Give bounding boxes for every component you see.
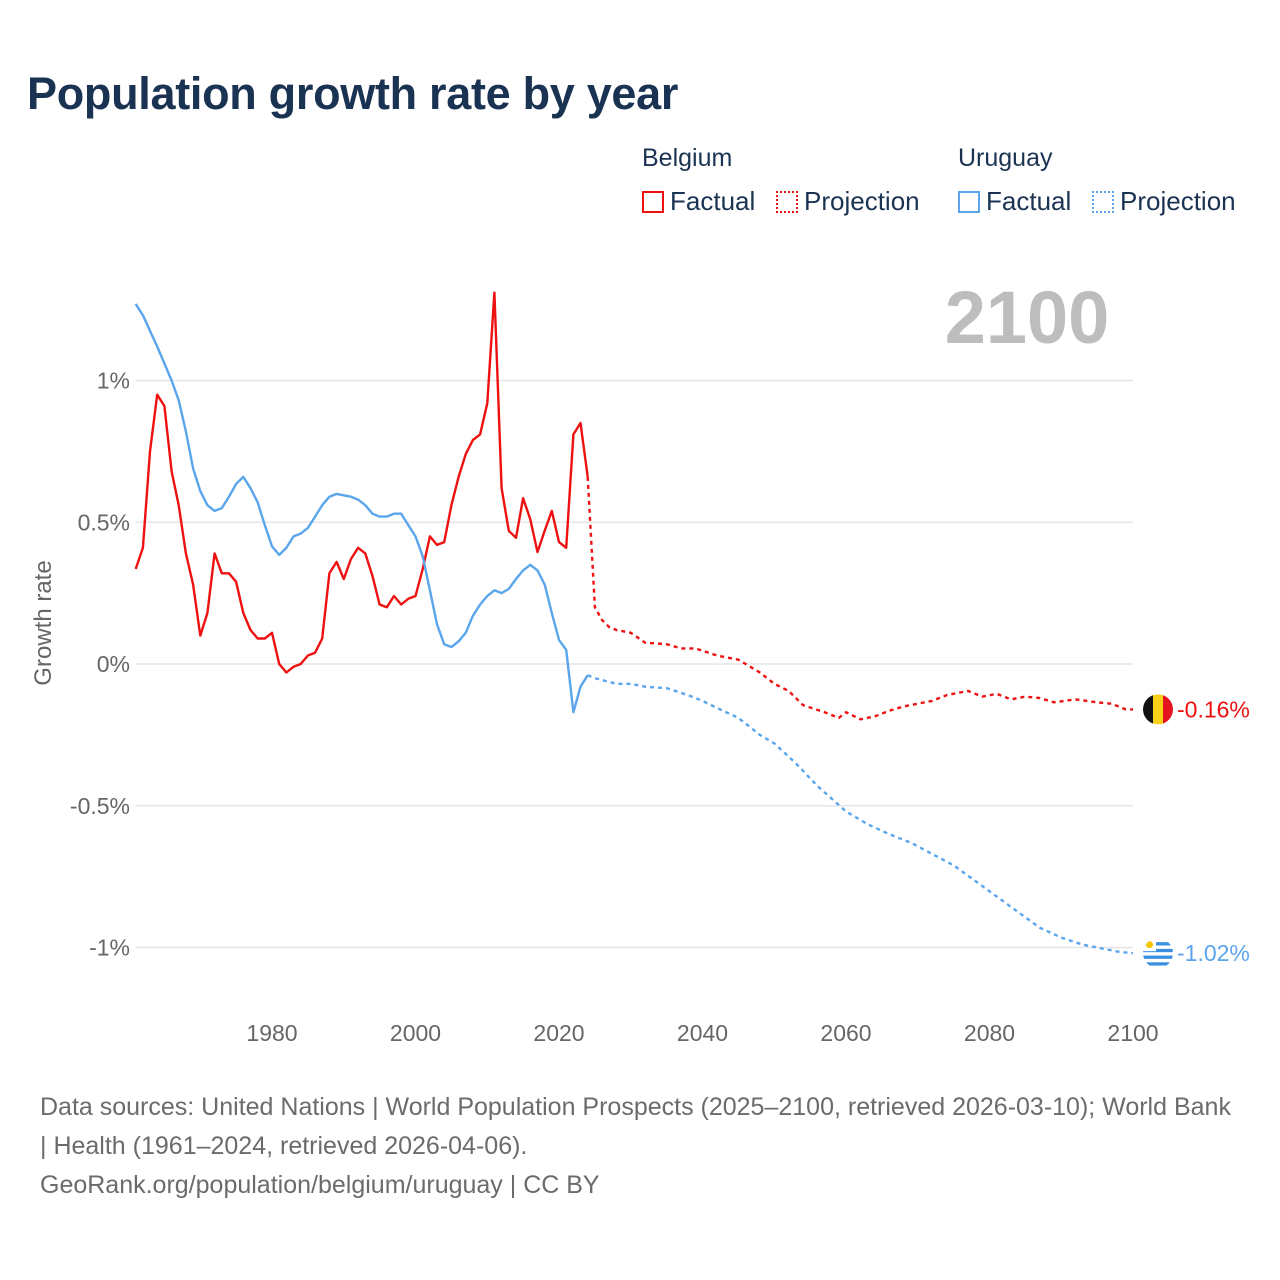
belgium-flag-icon	[1143, 694, 1173, 725]
x-tick-label: 2020	[533, 1020, 584, 1046]
y-tick-label: -1%	[89, 935, 130, 961]
current-year-label: 2100	[945, 276, 1110, 359]
legend-label: Factual	[670, 186, 756, 216]
legend-label: Projection	[804, 186, 920, 216]
legend-label: Factual	[986, 186, 1072, 216]
uruguay-flag-icon	[1143, 938, 1173, 969]
x-tick-label: 2100	[1107, 1020, 1158, 1046]
legend-uruguay-projection[interactable]: Projection	[1092, 186, 1236, 217]
series-line-belgium-factual	[134, 291, 589, 674]
x-tick-label: 1980	[246, 1020, 297, 1046]
y-axis-label: Growth rate	[30, 560, 57, 685]
x-tick-label: 2060	[820, 1020, 871, 1046]
legend-uruguay-factual[interactable]: Factual	[958, 186, 1071, 217]
x-tick-label: 2040	[677, 1020, 728, 1046]
legend-group-uruguay: Uruguay	[958, 144, 1053, 172]
legend-swatch-solid	[958, 190, 980, 213]
x-tick-label: 2080	[964, 1020, 1015, 1046]
series-line-belgium-projection	[586, 476, 1133, 721]
end-value-label-belgium: -0.16%	[1177, 696, 1250, 722]
y-tick-label: -0.5%	[70, 793, 130, 819]
y-tick-label: 1%	[97, 368, 130, 394]
credit-link[interactable]: GeoRank.org/population/belgium/uruguay |…	[40, 1171, 600, 1199]
series-line-uruguay-projection	[587, 674, 1134, 955]
series-line-uruguay-factual	[134, 303, 589, 714]
y-tick-label: 0.5%	[78, 509, 130, 535]
x-tick-label: 2000	[390, 1020, 441, 1046]
legend-belgium-factual[interactable]: Factual	[642, 186, 755, 217]
legend-belgium-projection[interactable]: Projection	[776, 186, 920, 217]
footer: Data sources: United Nations | World Pop…	[40, 1088, 1240, 1205]
chart-title: Population growth rate by year	[27, 68, 679, 119]
data-sources: Data sources: United Nations | World Pop…	[40, 1093, 1231, 1160]
legend-swatch-dotted	[776, 190, 798, 213]
legend-swatch-solid	[642, 190, 664, 213]
y-tick-label: 0%	[97, 651, 130, 677]
end-value-label-uruguay: -1.02%	[1177, 940, 1250, 966]
legend-label: Projection	[1120, 186, 1236, 216]
legend-group-belgium: Belgium	[642, 144, 733, 172]
legend-swatch-dotted	[1092, 190, 1114, 213]
